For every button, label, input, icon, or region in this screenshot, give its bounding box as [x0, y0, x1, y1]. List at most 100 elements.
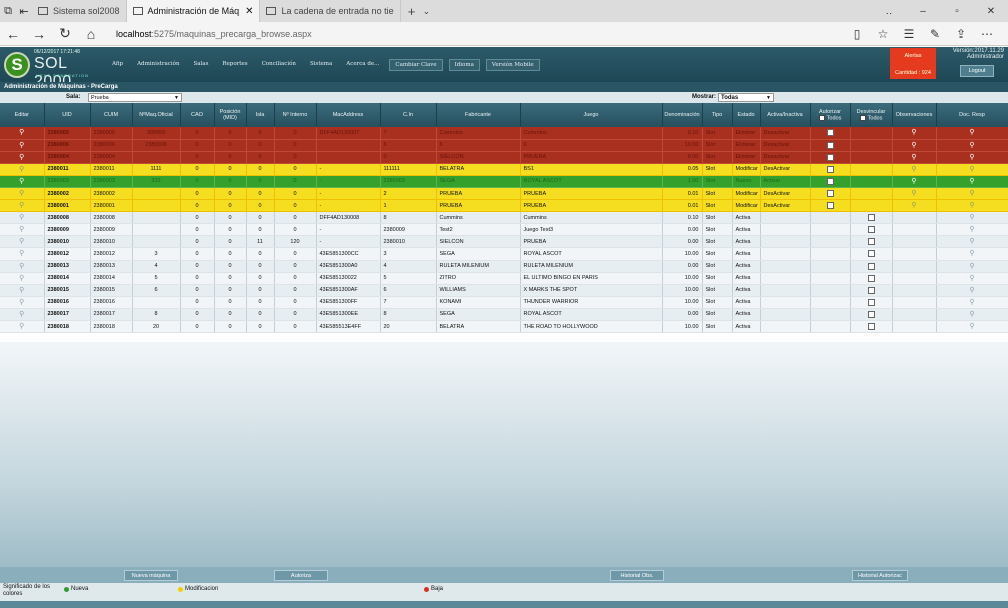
col-uid[interactable]: UID: [44, 103, 91, 127]
menu-salas[interactable]: Salas: [193, 61, 209, 67]
autorizar-checkbox[interactable]: [826, 177, 834, 185]
cambiar-clave-button[interactable]: Cambiar Clave: [389, 59, 443, 71]
edit-search-icon[interactable]: ⚲: [19, 190, 25, 198]
col-fabricante[interactable]: Fabricante: [436, 103, 521, 127]
desvincular-checkbox[interactable]: [867, 226, 875, 234]
mostrar-select[interactable]: Todas ▼: [718, 93, 774, 102]
maximize-button[interactable]: ▫: [955, 5, 959, 17]
autorizar-checkbox[interactable]: [826, 141, 834, 149]
tab-manager-icon[interactable]: ⧉: [4, 4, 12, 17]
doc-resp-search-icon[interactable]: ⚲: [969, 274, 975, 282]
col-estado[interactable]: Estado: [732, 103, 761, 127]
edit-search-icon[interactable]: ⚲: [19, 286, 25, 294]
doc-resp-search-icon[interactable]: ⚲: [969, 250, 975, 258]
autorizar-checkbox[interactable]: [826, 165, 834, 173]
doc-resp-search-icon[interactable]: ⚲: [969, 190, 975, 198]
menu-conciliacion[interactable]: Conciliación: [261, 61, 296, 67]
reading-view-icon[interactable]: ▯: [853, 26, 861, 41]
back-icon[interactable]: ←: [6, 25, 20, 42]
desvincular-checkbox[interactable]: [867, 310, 875, 318]
edit-search-icon[interactable]: ⚲: [19, 310, 25, 318]
doc-resp-search-icon[interactable]: ⚲: [969, 298, 975, 306]
observaciones-search-icon[interactable]: ⚲: [911, 165, 917, 173]
col-isla[interactable]: Isla: [246, 103, 275, 127]
doc-resp-search-icon[interactable]: ⚲: [969, 165, 975, 173]
close-icon[interactable]: ✕: [245, 5, 254, 17]
doc-resp-search-icon[interactable]: ⚲: [969, 141, 975, 149]
col-cao[interactable]: CAO: [180, 103, 215, 127]
alerts-box[interactable]: Alertas Cantidad : 924: [890, 48, 936, 79]
close-window-button[interactable]: ✕: [986, 5, 996, 17]
col-macaddress[interactable]: MacAddress: [316, 103, 381, 127]
edit-search-icon[interactable]: ⚲: [19, 177, 25, 185]
observaciones-search-icon[interactable]: ⚲: [911, 129, 917, 137]
autorizar-checkbox[interactable]: [826, 153, 834, 161]
desvincular-checkbox[interactable]: [867, 262, 875, 270]
col-juego[interactable]: Juego: [520, 103, 663, 127]
idioma-button[interactable]: Idioma: [448, 59, 480, 71]
col-nmaq-oficial[interactable]: NºMaq.Oficial: [132, 103, 181, 127]
refresh-icon[interactable]: ↻: [59, 25, 71, 41]
observaciones-search-icon[interactable]: ⚲: [911, 177, 917, 185]
favorites-hub-icon[interactable]: ☰: [903, 26, 915, 41]
edit-search-icon[interactable]: ⚲: [19, 238, 25, 246]
col-denominacion[interactable]: Denominación: [662, 103, 703, 127]
edit-search-icon[interactable]: ⚲: [19, 262, 25, 270]
col-tipo[interactable]: Tipo: [702, 103, 733, 127]
forward-icon[interactable]: →: [32, 25, 46, 42]
tab-preview-icon[interactable]: ‥: [885, 5, 893, 17]
doc-resp-search-icon[interactable]: ⚲: [969, 129, 975, 137]
new-tab-button[interactable]: +: [407, 3, 416, 19]
desvincular-checkbox[interactable]: [867, 274, 875, 282]
observaciones-search-icon[interactable]: ⚲: [911, 141, 917, 149]
cell-activa[interactable]: Desactivar: [760, 139, 811, 152]
browser-tab-1[interactable]: Sistema sol2008: [32, 0, 127, 22]
edit-search-icon[interactable]: ⚲: [19, 202, 25, 210]
browser-tab-3[interactable]: La cadena de entrada no tie: [260, 0, 401, 22]
autorizar-checkbox[interactable]: [826, 202, 834, 210]
observaciones-search-icon[interactable]: ⚲: [911, 190, 917, 198]
doc-resp-search-icon[interactable]: ⚲: [969, 226, 975, 234]
historial-obs-button[interactable]: Historial Obs.: [610, 570, 664, 581]
edit-search-icon[interactable]: ⚲: [19, 153, 25, 161]
edit-search-icon[interactable]: ⚲: [19, 129, 25, 137]
doc-resp-search-icon[interactable]: ⚲: [969, 214, 975, 222]
doc-resp-search-icon[interactable]: ⚲: [969, 153, 975, 161]
edit-search-icon[interactable]: ⚲: [19, 141, 25, 149]
edit-search-icon[interactable]: ⚲: [19, 323, 25, 331]
observaciones-search-icon[interactable]: ⚲: [911, 153, 917, 161]
sala-select[interactable]: Prueba ▼: [88, 93, 182, 102]
menu-sistema[interactable]: Sistema: [309, 61, 333, 67]
doc-resp-search-icon[interactable]: ⚲: [969, 323, 975, 331]
menu-reportes[interactable]: Reportes: [222, 61, 248, 67]
edit-search-icon[interactable]: ⚲: [19, 274, 25, 282]
edit-search-icon[interactable]: ⚲: [19, 165, 25, 173]
edit-search-icon[interactable]: ⚲: [19, 214, 25, 222]
col-cin[interactable]: C.In: [380, 103, 437, 127]
cell-activa[interactable]: Desactivar: [760, 151, 811, 164]
minimize-button[interactable]: –: [920, 5, 926, 17]
doc-resp-search-icon[interactable]: ⚲: [969, 262, 975, 270]
menu-acerca-de[interactable]: Acerca de...: [346, 61, 380, 67]
autorizar-checkbox[interactable]: [826, 190, 834, 198]
doc-resp-search-icon[interactable]: ⚲: [969, 177, 975, 185]
logout-button[interactable]: Logout: [960, 65, 994, 77]
autorizar-todos-checkbox[interactable]: [818, 114, 825, 121]
cell-activa[interactable]: DesActivar: [760, 163, 811, 176]
desvincular-checkbox[interactable]: [867, 298, 875, 306]
doc-resp-search-icon[interactable]: ⚲: [969, 310, 975, 318]
doc-resp-search-icon[interactable]: ⚲: [969, 286, 975, 294]
desvincular-checkbox[interactable]: [867, 250, 875, 258]
col-activa-inactiva[interactable]: Activa/Inactiva: [760, 103, 811, 127]
version-mobile-button[interactable]: Versión Mobile: [485, 59, 540, 71]
edit-search-icon[interactable]: ⚲: [19, 298, 25, 306]
menu-afip[interactable]: Afip: [112, 61, 124, 67]
home-icon[interactable]: ⌂: [86, 25, 96, 42]
col-n-interno[interactable]: Nº Interno: [274, 103, 317, 127]
tab-back-icon[interactable]: ⇤: [19, 5, 29, 18]
doc-resp-search-icon[interactable]: ⚲: [969, 202, 975, 210]
desvincular-checkbox[interactable]: [867, 286, 875, 294]
browser-tab-2[interactable]: Administración de Máq ✕: [126, 0, 261, 22]
cell-activa[interactable]: Activar: [760, 175, 811, 188]
more-icon[interactable]: ⋯: [981, 26, 993, 41]
